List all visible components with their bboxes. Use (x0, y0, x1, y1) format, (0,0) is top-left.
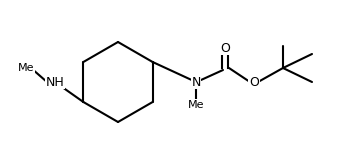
Text: O: O (249, 76, 259, 88)
Text: Me: Me (18, 63, 34, 73)
Text: N: N (191, 76, 201, 88)
Text: O: O (220, 41, 230, 55)
Text: NH: NH (46, 76, 64, 88)
Text: Me: Me (188, 100, 204, 110)
